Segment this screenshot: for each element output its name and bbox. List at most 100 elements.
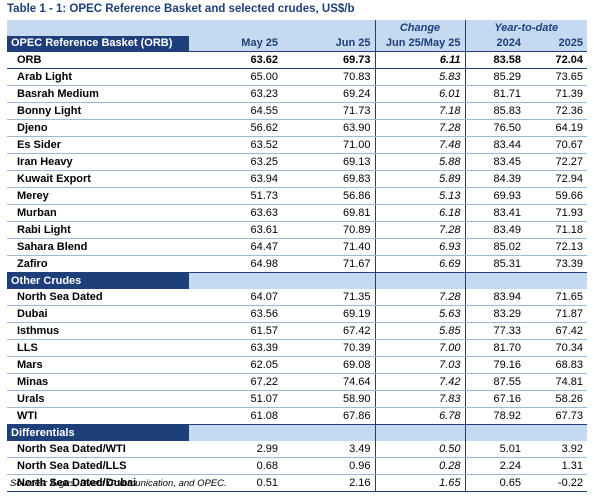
value-ytd2024: 0.65 — [465, 474, 525, 492]
crude-name: Djeno — [7, 119, 189, 137]
value-ytd2025: 64.19 — [525, 119, 587, 137]
differentials-section: Differentials — [7, 424, 587, 441]
value-jun25: 74.64 — [282, 373, 375, 391]
value-ytd2025: 71.39 — [525, 85, 587, 103]
value-ytd2025: 72.13 — [525, 238, 587, 256]
value-change: 5.85 — [374, 322, 466, 340]
header-row-top: Change Year-to-date — [7, 20, 587, 36]
value-ytd2024: 76.50 — [465, 119, 525, 137]
value-jun25: 0.96 — [282, 457, 375, 475]
value-may25: 61.57 — [189, 322, 282, 340]
value-jun25: 69.83 — [282, 170, 375, 188]
value-jun25: 71.35 — [282, 289, 375, 306]
table-row: North Sea Dated 64.07 71.35 7.28 83.94 71.65 — [7, 289, 587, 306]
value-change: 7.00 — [374, 339, 466, 357]
value-ytd2024: 83.44 — [465, 136, 525, 154]
col-2025: 2025 — [525, 36, 587, 52]
value-change: 7.28 — [374, 119, 466, 137]
value-ytd2025: 59.66 — [525, 187, 587, 205]
value-ytd2025: 72.27 — [525, 153, 587, 171]
crude-prices-table: Change Year-to-date OPEC Reference Baske… — [7, 20, 587, 492]
table-row: Murban 63.63 69.81 6.18 83.41 71.93 — [7, 204, 587, 222]
value-jun25: 70.39 — [282, 339, 375, 357]
crude-name: North Sea Dated/Dubai — [7, 474, 189, 492]
value-may25: 2.99 — [189, 441, 282, 458]
value-may25: 0.68 — [189, 457, 282, 475]
value-ytd2025: 71.87 — [525, 305, 587, 323]
crude-name: Basrah Medium — [7, 85, 189, 103]
table-row: Bonny Light 64.55 71.73 7.18 85.83 72.36 — [7, 102, 587, 120]
value-ytd2025: 73.65 — [525, 68, 587, 86]
value-jun25: 67.86 — [282, 407, 375, 425]
value-change: 6.01 — [374, 85, 466, 103]
orb-section-label: OPEC Reference Basket (ORB) — [7, 36, 189, 52]
value-ytd2024: 67.16 — [465, 390, 525, 408]
value-jun25: 71.67 — [282, 255, 375, 273]
value-change: 6.93 — [374, 238, 466, 256]
orb-change: 6.11 — [374, 51, 466, 69]
value-jun25: 69.19 — [282, 305, 375, 323]
crude-name: Mars — [7, 356, 189, 374]
crude-name: Isthmus — [7, 322, 189, 340]
crude-name: Zafiro — [7, 255, 189, 273]
crude-name: Rabi Light — [7, 221, 189, 239]
value-may25: 63.63 — [189, 204, 282, 222]
value-jun25: 63.90 — [282, 119, 375, 137]
value-may25: 64.47 — [189, 238, 282, 256]
value-ytd2025: 72.36 — [525, 102, 587, 120]
crude-name: North Sea Dated/LLS — [7, 457, 189, 475]
value-ytd2025: 58.26 — [525, 390, 587, 408]
value-ytd2024: 2.24 — [465, 457, 525, 475]
table-row: WTI 61.08 67.86 6.78 78.92 67.73 — [7, 407, 587, 425]
crude-name: Minas — [7, 373, 189, 391]
col-2024: 2024 — [465, 36, 525, 52]
table-row: North Sea Dated/WTI 2.99 3.49 0.50 5.01 3.92 — [7, 441, 587, 458]
crude-name: North Sea Dated/WTI — [7, 441, 189, 458]
value-may25: 0.51 — [189, 474, 282, 492]
value-may25: 51.07 — [189, 390, 282, 408]
table-row: Basrah Medium 63.23 69.24 6.01 81.71 71.39 — [7, 85, 587, 103]
value-jun25: 2.16 — [282, 474, 375, 492]
value-ytd2025: 68.83 — [525, 356, 587, 374]
value-jun25: 69.81 — [282, 204, 375, 222]
value-ytd2024: 85.31 — [465, 255, 525, 273]
value-ytd2024: 83.41 — [465, 204, 525, 222]
value-ytd2024: 77.33 — [465, 322, 525, 340]
col-change: Jun 25/May 25 — [374, 36, 466, 52]
value-ytd2025: 71.18 — [525, 221, 587, 239]
orb-row: ORB 63.62 69.73 6.11 83.58 72.04 — [7, 51, 587, 69]
value-ytd2024: 87.55 — [465, 373, 525, 391]
value-change: 5.88 — [374, 153, 466, 171]
value-ytd2025: 74.81 — [525, 373, 587, 391]
crude-name: LLS — [7, 339, 189, 357]
table-row: Kuwait Export 63.94 69.83 5.89 84.39 72.94 — [7, 170, 587, 188]
value-may25: 63.52 — [189, 136, 282, 154]
crude-name: Sahara Blend — [7, 238, 189, 256]
col-may25: May 25 — [189, 36, 282, 52]
value-ytd2024: 83.94 — [465, 289, 525, 306]
value-change: 6.78 — [374, 407, 466, 425]
value-may25: 63.61 — [189, 221, 282, 239]
value-change: 1.65 — [374, 474, 466, 492]
value-ytd2024: 5.01 — [465, 441, 525, 458]
table-row: Dubai 63.56 69.19 5.63 83.29 71.87 — [7, 305, 587, 323]
value-ytd2025: 73.39 — [525, 255, 587, 273]
value-ytd2025: 72.94 — [525, 170, 587, 188]
value-ytd2025: 1.31 — [525, 457, 587, 475]
value-jun25: 69.24 — [282, 85, 375, 103]
value-may25: 62.05 — [189, 356, 282, 374]
table-row: Djeno 56.62 63.90 7.28 76.50 64.19 — [7, 119, 587, 137]
orb-name: ORB — [7, 51, 189, 69]
crude-name: Kuwait Export — [7, 170, 189, 188]
value-may25: 63.94 — [189, 170, 282, 188]
value-ytd2024: 83.45 — [465, 153, 525, 171]
value-jun25: 70.83 — [282, 68, 375, 86]
crude-name: Es Sider — [7, 136, 189, 154]
value-may25: 56.62 — [189, 119, 282, 137]
value-may25: 63.25 — [189, 153, 282, 171]
value-jun25: 71.40 — [282, 238, 375, 256]
crude-name: Bonny Light — [7, 102, 189, 120]
value-may25: 63.39 — [189, 339, 282, 357]
value-change: 5.63 — [374, 305, 466, 323]
header-row-columns: OPEC Reference Basket (ORB) May 25 Jun 2… — [7, 36, 587, 52]
